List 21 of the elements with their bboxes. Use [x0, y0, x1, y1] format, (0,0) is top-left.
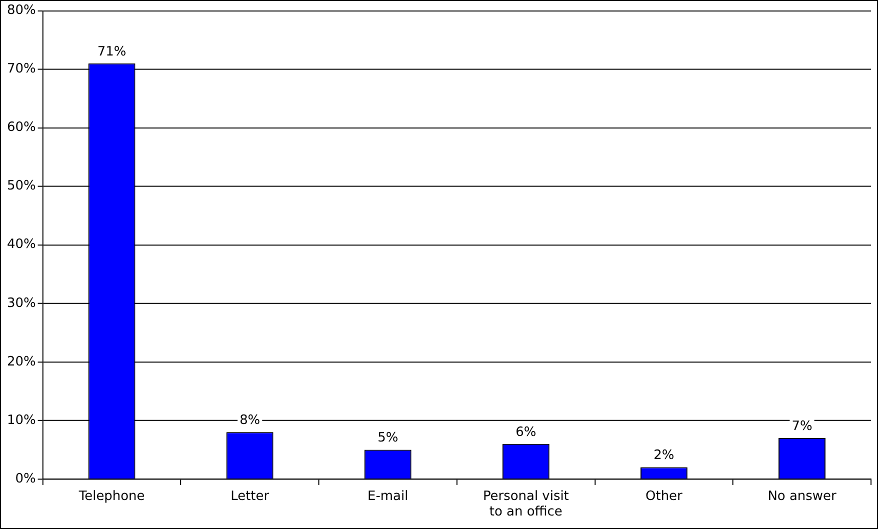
data-label: 5%: [378, 430, 398, 446]
data-label: 7%: [792, 418, 812, 434]
x-tick-label: Telephone: [78, 489, 145, 504]
y-tick-label: 50%: [6, 178, 36, 194]
y-tick-label: 40%: [6, 237, 36, 252]
x-tick-label: Personal visit to an office: [482, 489, 569, 520]
data-label: 2%: [654, 448, 674, 464]
x-tick-label: Other: [646, 489, 684, 504]
y-tick-label: 80%: [6, 3, 36, 18]
y-tick-label: 70%: [6, 62, 36, 77]
x-tick-label: No answer: [768, 489, 837, 504]
y-tick-label: 60%: [6, 120, 36, 136]
y-tick-label: 30%: [6, 296, 36, 311]
y-tick-label: 10%: [6, 412, 36, 428]
x-tick-label: Letter: [230, 489, 270, 504]
data-label: 71%: [97, 44, 126, 60]
data-label: 6%: [516, 424, 536, 440]
y-tick-label: 20%: [6, 354, 36, 370]
y-tick-label: 0%: [15, 471, 36, 486]
x-tick-label: E-mail: [368, 489, 408, 504]
data-label: 8%: [240, 413, 260, 428]
